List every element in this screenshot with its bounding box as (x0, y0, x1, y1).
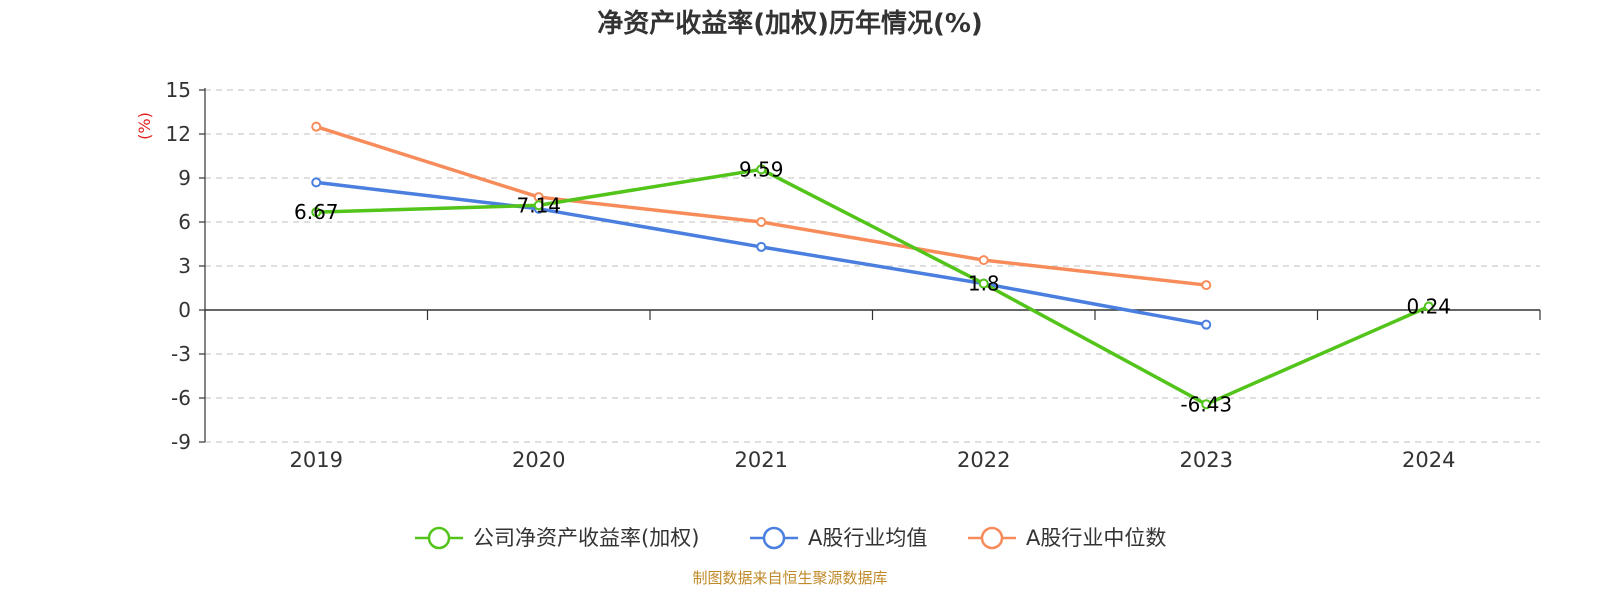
series-1 (311, 177, 1212, 330)
data-label: -6.43 (1180, 392, 1232, 416)
data-labels: 6.67 7.14 9.59 1.8 -6.43 0.24 (294, 157, 1451, 416)
y-tick-label: -9 (171, 430, 191, 454)
legend-item-2[interactable]: A股行业中位数 (968, 526, 1166, 550)
y-tick-label: -6 (171, 386, 191, 410)
y-tick-label: 15 (166, 78, 191, 102)
legend-marker-icon (980, 526, 1004, 550)
y-tick-label: 0 (178, 298, 191, 322)
x-tick-label: 2022 (957, 448, 1010, 472)
x-tick-label: 2020 (512, 448, 565, 472)
data-label: 7.14 (516, 193, 561, 217)
series-2 (311, 121, 1212, 291)
data-point[interactable] (1423, 301, 1434, 312)
data-point[interactable] (756, 164, 767, 175)
series-line (314, 180, 1208, 327)
data-label: 1.8 (968, 272, 1000, 296)
data-point[interactable] (1201, 399, 1212, 410)
legend-item-0[interactable]: 公司净资产收益率(加权) (415, 526, 699, 550)
y-tick-label: 3 (178, 254, 191, 278)
legend-label: 公司净资产收益率(加权) (473, 526, 699, 550)
legend-marker-icon (762, 526, 786, 550)
axes: 15 12 9 6 3 0 -3 -6 -9 2019 2020 2021 2022 2023 2024 (166, 78, 1541, 472)
data-label: 6.67 (294, 200, 339, 224)
x-tick-label: 2019 (290, 448, 343, 472)
data-point[interactable] (756, 217, 767, 227)
data-label: 0.24 (1406, 294, 1451, 318)
data-point[interactable] (978, 278, 989, 289)
series-line (314, 167, 1431, 407)
chart-title: 净资产收益率(加权)历年情况(%) (597, 8, 983, 39)
y-tick-label: 6 (178, 210, 191, 234)
data-point[interactable] (1201, 319, 1212, 330)
y-tick-label: -3 (171, 342, 191, 366)
y-tick-label: 12 (166, 122, 191, 146)
legend-item-1[interactable]: A股行业均值 (750, 526, 927, 550)
x-tick-label: 2023 (1180, 448, 1233, 472)
source-note: 制图数据来自恒生聚源数据库 (692, 569, 887, 587)
series-0 (311, 164, 1434, 410)
data-point[interactable] (978, 255, 989, 266)
legend-marker-icon (427, 526, 451, 550)
data-point[interactable] (311, 207, 322, 218)
data-point[interactable] (311, 121, 322, 132)
data-point[interactable] (756, 241, 767, 252)
data-point[interactable] (311, 177, 322, 188)
legend-label: A股行业均值 (808, 526, 927, 550)
legend-label: A股行业中位数 (1026, 526, 1166, 550)
x-tick-label: 2021 (735, 448, 788, 472)
data-point[interactable] (1201, 280, 1212, 291)
data-point[interactable] (533, 200, 544, 211)
y-tick-label: 9 (178, 166, 191, 190)
legend[interactable]: 公司净资产收益率(加权) A股行业均值 A股行业中位数 (415, 526, 1166, 550)
y-axis-unit: (%) (135, 112, 154, 140)
series-line (314, 124, 1208, 287)
data-label: 9.59 (739, 157, 784, 181)
series-lines (311, 121, 1434, 410)
x-tick-label: 2024 (1402, 448, 1455, 472)
